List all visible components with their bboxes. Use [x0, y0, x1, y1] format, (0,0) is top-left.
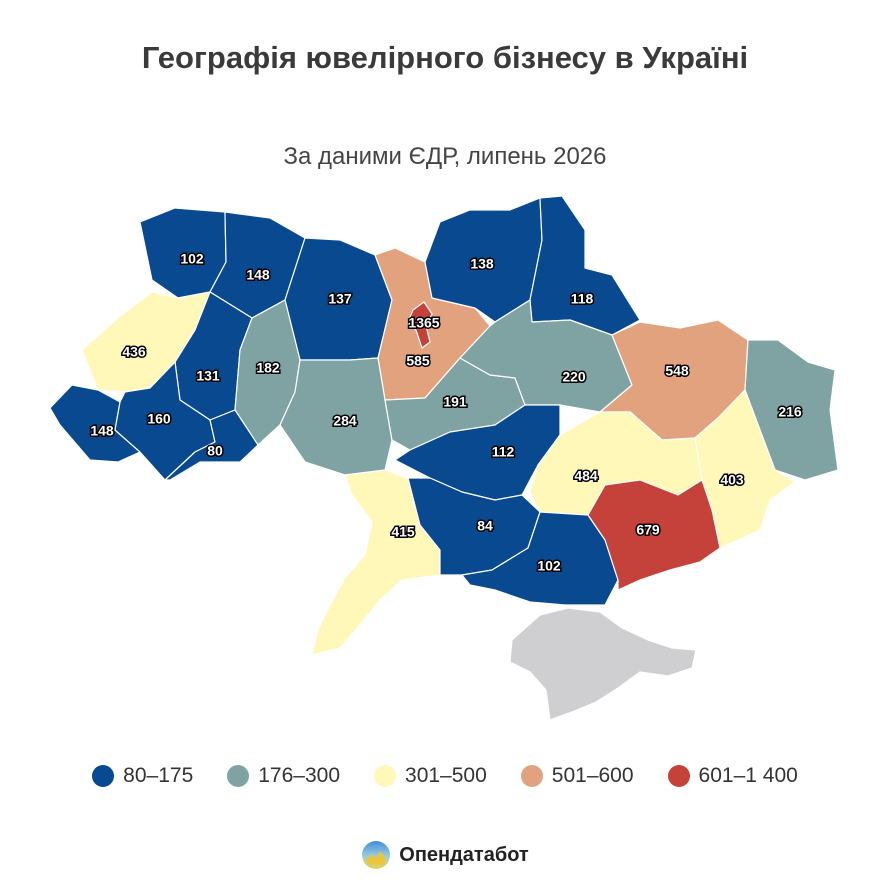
- legend-label: 301–500: [405, 764, 487, 787]
- region-zaporizka[interactable]: [587, 479, 721, 591]
- label-rivnenska: 148: [246, 267, 270, 283]
- legend-label: 501–600: [551, 764, 634, 787]
- label-zhytomyrska: 137: [328, 291, 352, 307]
- legend-item: 80–175: [92, 764, 193, 788]
- legend-swatch: [227, 765, 250, 787]
- label-zaporizka: 679: [636, 522, 660, 538]
- label-mykolaivska: 84: [477, 518, 493, 534]
- label-kirovohradska: 112: [492, 444, 515, 460]
- legend-swatch: [667, 765, 690, 787]
- label-ternopilska: 131: [196, 368, 220, 384]
- regions-layer: [49, 195, 839, 721]
- label-volynska: 102: [180, 251, 204, 267]
- labels-layer: 102 148 137 585 1365 138 118 436 131 182…: [89, 249, 804, 575]
- opendatabot-logo-icon: [362, 841, 391, 869]
- label-vinnytska: 284: [333, 413, 357, 429]
- label-kyiv-city: 1365: [408, 315, 439, 331]
- legend-label: 601–1 400: [698, 764, 798, 787]
- brand: Опендатабот: [0, 840, 890, 870]
- label-chernivetska: 80: [207, 443, 223, 459]
- legend: 80–175 176–300 301–500 501–600 601–1 400: [0, 764, 890, 788]
- legend-item: 501–600: [520, 764, 634, 788]
- label-zakarpatska: 148: [90, 423, 114, 439]
- label-lvivska: 436: [122, 344, 146, 360]
- label-khersonska: 102: [537, 558, 561, 574]
- label-chernihivska: 138: [470, 256, 494, 272]
- legend-item: 301–500: [374, 764, 487, 788]
- legend-swatch: [374, 765, 397, 787]
- page-subtitle: За даними ЄДР, липень 2026: [283, 143, 607, 170]
- legend-swatch: [520, 765, 543, 787]
- legend-item: 176–300: [227, 764, 340, 788]
- label-cherkaska: 191: [443, 394, 467, 410]
- label-poltavska: 220: [562, 369, 586, 385]
- label-odeska: 415: [391, 524, 415, 540]
- legend-item: 601–1 400: [667, 764, 798, 788]
- label-kharkivska: 548: [665, 363, 689, 379]
- legend-label: 176–300: [258, 764, 341, 787]
- legend-label: 80–175: [123, 764, 194, 787]
- label-kyivska: 585: [406, 353, 430, 369]
- legend-swatch: [92, 765, 115, 787]
- label-ivano-frankivska: 160: [147, 411, 171, 427]
- region-kyiv-city[interactable]: [407, 301, 433, 349]
- label-sumska: 118: [571, 291, 594, 307]
- label-donetska: 403: [720, 472, 744, 488]
- region-chernivetska[interactable]: [164, 409, 259, 481]
- label-luhanska: 216: [778, 404, 802, 420]
- page-title: Географія ювелірного бізнесу в Україні: [141, 40, 749, 75]
- region-sumska[interactable]: [529, 195, 641, 336]
- label-khmelnytska: 182: [256, 360, 280, 376]
- label-dnipropetrovska: 484: [574, 468, 598, 484]
- region-zakarpatska[interactable]: [49, 384, 141, 463]
- region-crimea[interactable]: [509, 607, 697, 721]
- brand-name: Опендатабот: [399, 843, 529, 866]
